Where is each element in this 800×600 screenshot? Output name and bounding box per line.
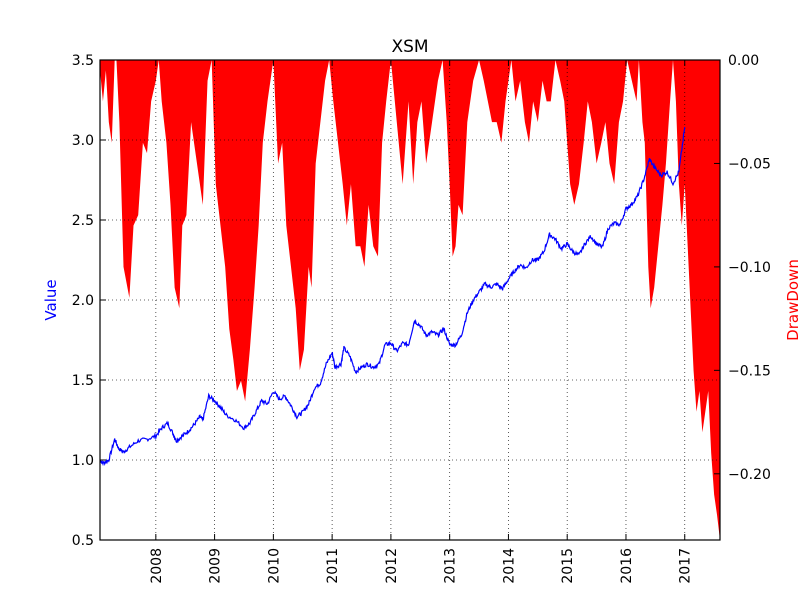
x-tick-label: 2013 xyxy=(443,548,459,584)
right-tick-label: 0.00 xyxy=(728,53,759,69)
x-tick-label: 2009 xyxy=(208,548,224,584)
left-tick-label: 2.0 xyxy=(72,293,94,309)
drawdown-area-group xyxy=(100,60,720,540)
x-tick-label: 2016 xyxy=(619,548,635,584)
left-tick-label: 0.5 xyxy=(72,533,94,549)
right-tick-label: −0.15 xyxy=(728,363,771,379)
right-axis-label: DrawDown xyxy=(784,259,800,341)
axis-ticks: 0.5 1.0 1.5 2.0 2.5 3.0 3.5 −0.20 −0.15 −0.10 −0.0… xyxy=(72,53,771,584)
left-tick-label: 3.0 xyxy=(72,133,94,149)
x-tick-label: 2008 xyxy=(149,548,165,584)
x-tick-label: 2014 xyxy=(501,548,517,584)
x-tick-label: 2017 xyxy=(678,548,694,584)
drawdown-area xyxy=(100,60,720,540)
value-line xyxy=(99,127,686,467)
chart-title: XSM xyxy=(391,37,428,57)
right-tick-label: −0.20 xyxy=(728,467,771,483)
right-tick-label: −0.10 xyxy=(728,260,771,276)
x-tick-label: 2010 xyxy=(266,548,282,584)
left-tick-label: 2.5 xyxy=(72,213,94,229)
left-tick-label: 3.5 xyxy=(72,53,94,69)
left-tick-label: 1.0 xyxy=(72,453,94,469)
x-tick-label: 2011 xyxy=(325,548,341,584)
left-tick-label: 1.5 xyxy=(72,373,94,389)
right-tick-label: −0.05 xyxy=(728,156,771,172)
x-tick-label: 2015 xyxy=(560,548,576,584)
value-line-group xyxy=(99,127,686,467)
left-axis-label: Value xyxy=(42,279,60,320)
x-tick-label: 2012 xyxy=(384,548,400,584)
